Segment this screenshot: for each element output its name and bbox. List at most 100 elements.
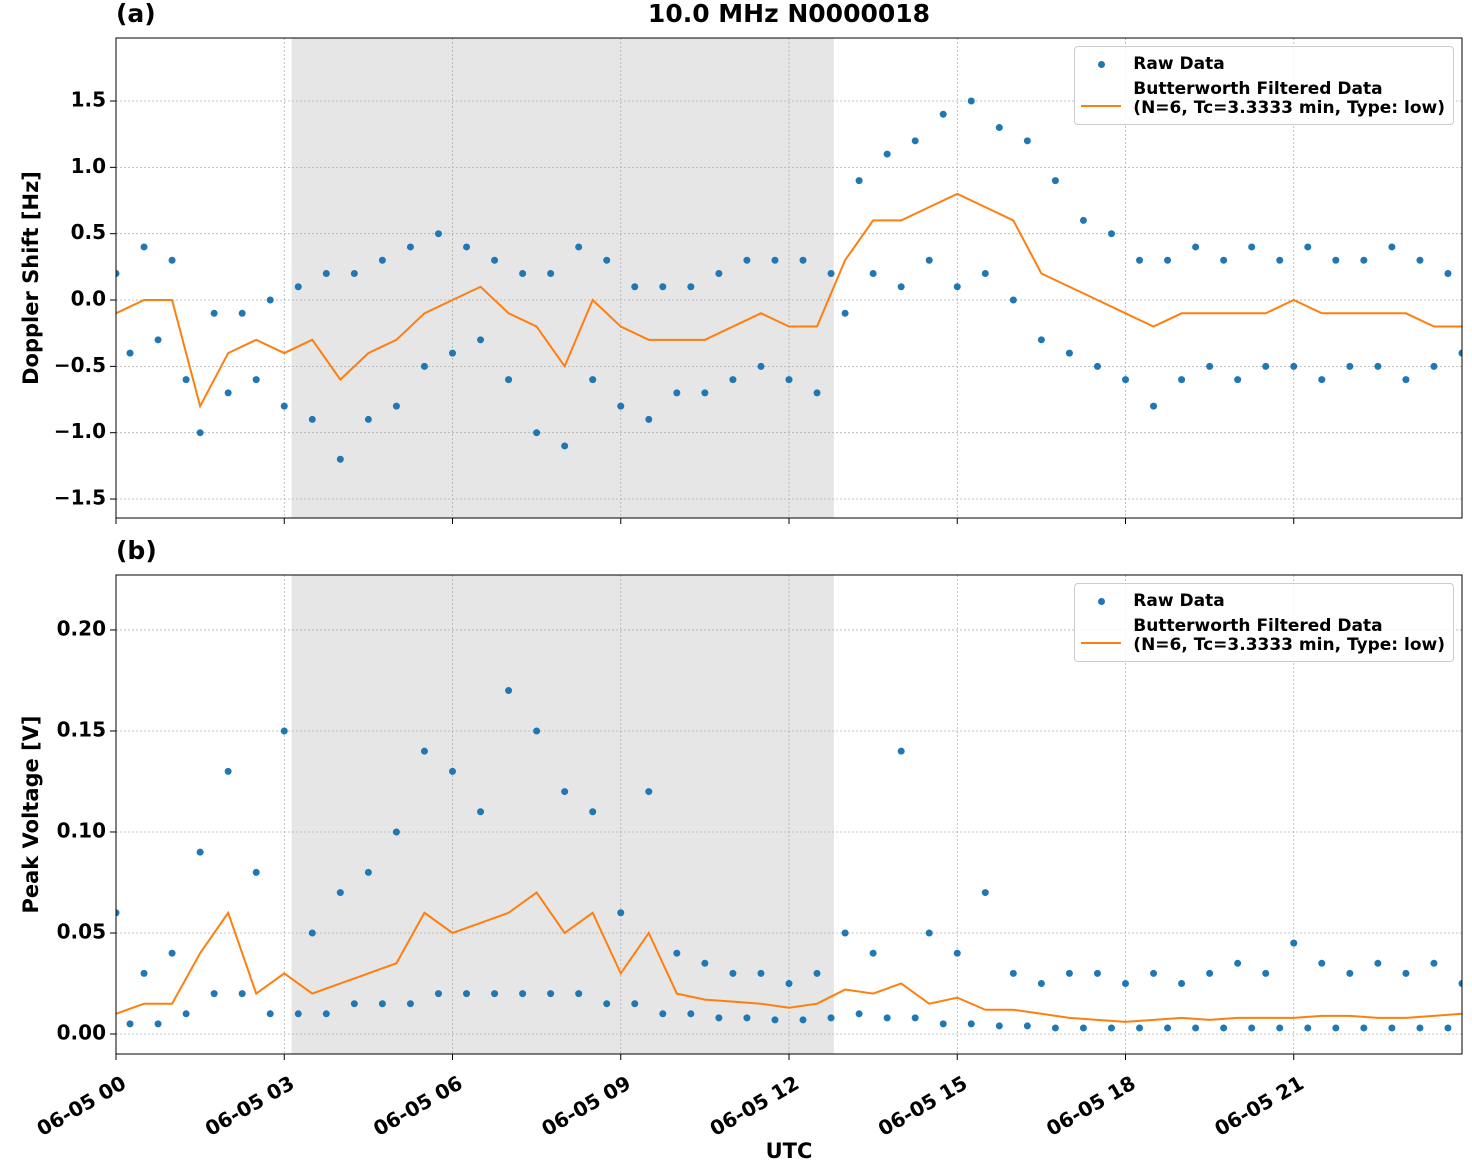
plot-area <box>116 38 1462 518</box>
raw-point <box>1430 959 1438 967</box>
axes-frame <box>115 574 1463 1055</box>
raw-point <box>589 808 597 816</box>
raw-point <box>547 990 555 998</box>
raw-point <box>294 1010 302 1018</box>
raw-point <box>392 828 400 836</box>
raw-point <box>1164 256 1172 264</box>
legend-label: Butterworth Filtered Data (N=6, Tc=3.333… <box>1133 79 1445 118</box>
raw-point <box>547 269 555 277</box>
raw-point <box>1402 969 1410 977</box>
raw-point <box>1065 969 1073 977</box>
raw-point <box>463 243 471 251</box>
raw-point <box>673 949 681 957</box>
raw-point <box>378 1000 386 1008</box>
raw-point <box>336 455 344 463</box>
legend-handle <box>1081 592 1121 611</box>
raw-point <box>1318 959 1326 967</box>
raw-point <box>1360 1024 1368 1032</box>
legend: Raw Data Butterworth Filtered Data (N=6, … <box>1074 583 1454 662</box>
raw-point <box>519 269 527 277</box>
raw-point <box>841 309 849 317</box>
raw-point <box>911 1014 919 1022</box>
raw-point <box>1234 959 1242 967</box>
raw-point <box>939 1020 947 1028</box>
legend-entry: Butterworth Filtered Data (N=6, Tc=3.333… <box>1081 617 1445 655</box>
raw-point <box>434 230 442 238</box>
raw-point <box>406 243 414 251</box>
legend-label: Raw Data <box>1133 54 1225 74</box>
raw-point <box>715 1014 723 1022</box>
raw-point <box>491 990 499 998</box>
raw-point <box>364 868 372 876</box>
raw-point <box>238 990 246 998</box>
raw-point <box>280 727 288 735</box>
raw-point <box>603 1000 611 1008</box>
filtered-line <box>116 891 1462 1023</box>
raw-point <box>1051 177 1059 185</box>
panel-label: (b) <box>116 536 157 565</box>
raw-point <box>1416 256 1424 264</box>
raw-point <box>1150 969 1158 977</box>
x-tick-label: 06-05 21 <box>1210 1071 1308 1141</box>
x-tick-label: 06-05 12 <box>706 1071 804 1141</box>
raw-point <box>813 389 821 397</box>
raw-point <box>603 256 611 264</box>
raw-point <box>449 767 456 775</box>
raw-point <box>308 415 316 423</box>
raw-point <box>140 243 148 251</box>
raw-point <box>1374 959 1382 967</box>
raw-point <box>1009 969 1017 977</box>
raw-point <box>224 767 232 775</box>
raw-point <box>1248 243 1256 251</box>
raw-point <box>799 256 807 264</box>
raw-point <box>1276 1024 1284 1032</box>
raw-point <box>1346 362 1354 370</box>
raw-point <box>883 1014 891 1022</box>
raw-point <box>294 283 302 291</box>
y-tick-label: 0.15 <box>57 717 106 741</box>
raw-point <box>1164 1024 1172 1032</box>
raw-point <box>116 909 120 917</box>
legend-handle <box>1081 80 1122 107</box>
raw-point <box>897 747 905 755</box>
raw-point <box>1360 256 1368 264</box>
raw-point <box>1346 969 1354 977</box>
raw-point <box>1388 243 1396 251</box>
legend-label: Butterworth Filtered Data (N=6, Tc=3.333… <box>1133 616 1445 655</box>
raw-point <box>1290 939 1298 947</box>
raw-point <box>252 868 260 876</box>
raw-point <box>1332 1024 1340 1032</box>
raw-point <box>659 1010 667 1018</box>
raw-point <box>1444 1024 1452 1032</box>
y-tick-label: −1.0 <box>54 419 106 443</box>
raw-point <box>645 415 653 423</box>
y-tick-label: 1.5 <box>71 88 106 112</box>
raw-point <box>1402 376 1410 384</box>
raw-point <box>1332 256 1340 264</box>
raw-point <box>1416 1024 1424 1032</box>
raw-point <box>116 269 120 277</box>
raw-point <box>813 969 821 977</box>
raw-point <box>715 269 723 277</box>
raw-point <box>785 376 793 384</box>
raw-point <box>645 788 653 796</box>
raw-point <box>1458 349 1462 357</box>
raw-point <box>126 349 134 357</box>
raw-point <box>1079 216 1087 224</box>
raw-point <box>1374 362 1382 370</box>
chart-title: 10.0 MHz N0000018 <box>648 0 930 28</box>
raw-point <box>841 929 849 937</box>
raw-point <box>617 402 625 410</box>
raw-point <box>336 889 344 897</box>
y-tick-label: 0.00 <box>57 1020 106 1044</box>
y-tick-label: 0.0 <box>71 287 106 311</box>
raw-point <box>420 362 428 370</box>
raw-point <box>1107 230 1115 238</box>
raw-point <box>168 949 176 957</box>
plot-area <box>116 575 1462 1054</box>
legend-marker <box>1097 61 1105 68</box>
raw-point <box>995 1022 1003 1030</box>
raw-point <box>869 269 877 277</box>
raw-point <box>1304 1024 1312 1032</box>
